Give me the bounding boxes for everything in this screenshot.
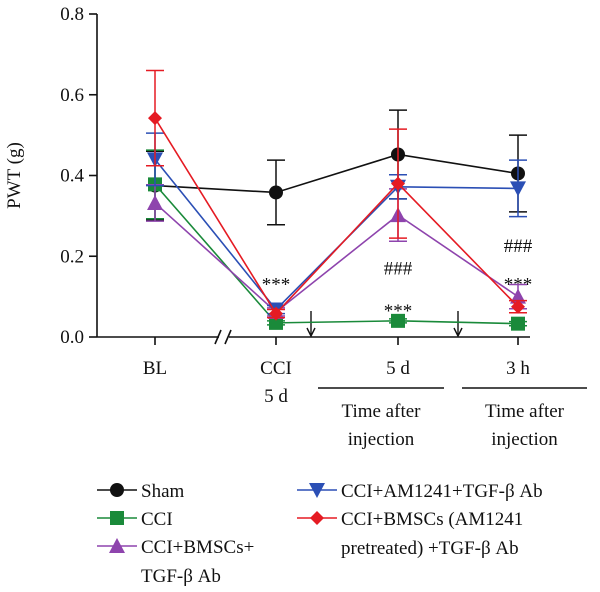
series-line: [154, 117, 519, 315]
significance-label: ***: [262, 275, 291, 296]
data-point: [269, 306, 283, 321]
series-line: [154, 153, 519, 194]
data-point: [147, 194, 163, 210]
data-point: [148, 111, 162, 126]
significance-label: ***: [384, 301, 413, 322]
x-tick-label: BL: [143, 358, 167, 379]
data-point: [511, 299, 525, 314]
group-label: Time after: [342, 401, 422, 422]
legend-item: CCI+BMSCs+ TGF-β Ab: [97, 537, 254, 587]
y-tick-label: 0.0: [60, 327, 84, 348]
legend-label: Sham: [141, 481, 185, 502]
series-cci-am1241-tgf-ab: [146, 132, 527, 318]
group-label: injection: [348, 429, 415, 450]
series-cci-bmscs-tgf-ab: [146, 184, 527, 319]
x-tick-label: 3 h: [506, 358, 530, 379]
legend-label: CCI+AM1241+TGF-β Ab: [341, 481, 543, 502]
legend-label: TGF-β Ab: [141, 566, 221, 587]
y-tick-label: 0.2: [60, 246, 84, 267]
data-point: [510, 181, 526, 197]
axis-break-mark: [214, 329, 222, 345]
legend-label: pretreated) +TGF-β Ab: [341, 538, 519, 559]
axes: 0.0 0.2 0.4 0.6 0.8 PWT (g) BL CCI 5 d 5 d 3 h Time…: [4, 4, 587, 450]
series-line: [154, 158, 519, 311]
data-point: [269, 185, 283, 200]
injection-arrow: [306, 311, 316, 338]
significance-label: ###: [504, 236, 533, 257]
x-tick-label: 5 d: [386, 358, 410, 379]
injection-arrow: [453, 311, 463, 338]
series-line: [154, 183, 519, 325]
data-point: [511, 316, 525, 331]
legend-label: CCI+BMSCs+: [141, 537, 254, 558]
legend-marker: [309, 483, 325, 498]
series-line: [154, 202, 519, 314]
legend-marker: [109, 538, 125, 553]
x-tick-label: 5 d: [264, 386, 288, 407]
y-axis-title: PWT (g): [4, 142, 25, 209]
legend-item: Sham: [97, 481, 185, 502]
legend-marker: [110, 511, 124, 525]
series-cci: [146, 149, 527, 331]
legend: Sham CCI+AM1241+TGF-β Ab CCI CCI+BMSCs (AM1…: [97, 481, 543, 587]
legend-label: CCI: [141, 509, 173, 530]
legend-label: CCI+BMSCs (AM1241: [341, 509, 523, 530]
x-tick-label: CCI: [260, 358, 292, 379]
series-layer: [146, 69, 527, 331]
data-point: [510, 288, 526, 304]
legend-item: CCI+BMSCs (AM1241 pretreated) +TGF-β Ab: [297, 509, 523, 559]
axis-break-mark: [224, 329, 232, 345]
y-tick-label: 0.4: [60, 166, 84, 187]
legend-item: CCI+AM1241+TGF-β Ab: [297, 481, 543, 502]
data-point: [391, 313, 405, 328]
group-label: Time after: [485, 401, 565, 422]
y-tick-label: 0.6: [60, 85, 84, 106]
data-point: [391, 176, 405, 191]
data-point: [269, 315, 283, 330]
group-label: injection: [491, 429, 558, 450]
significance-label: ###: [384, 258, 413, 279]
legend-item: CCI: [97, 509, 173, 530]
legend-marker: [110, 483, 124, 497]
y-tick-label: 0.8: [60, 4, 84, 25]
series-sham: [146, 109, 527, 226]
series-cci-bmscs-am1241-pretreated-tgf-ab: [146, 69, 527, 321]
legend-marker: [310, 511, 324, 525]
